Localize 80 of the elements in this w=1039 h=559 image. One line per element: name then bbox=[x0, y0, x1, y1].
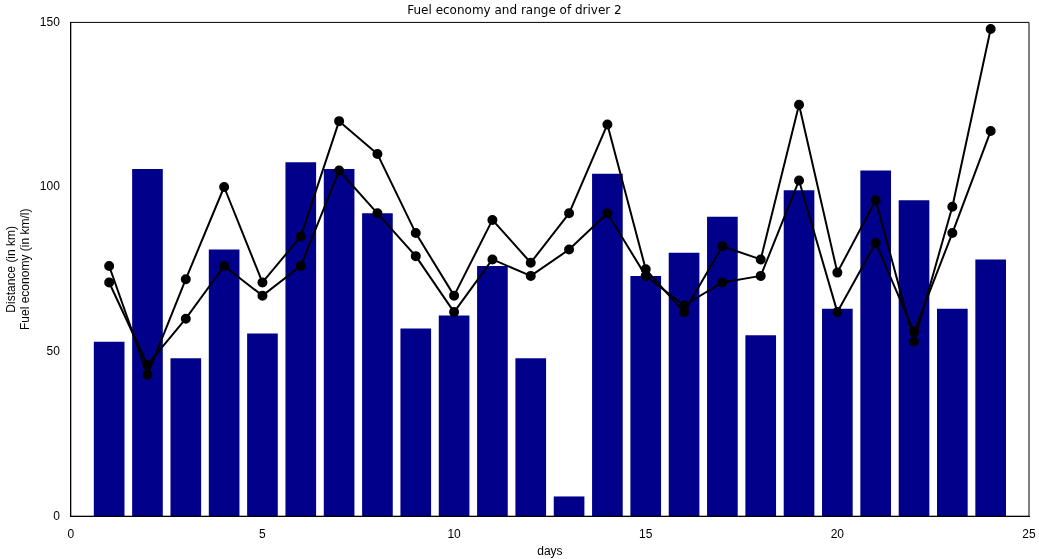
bar bbox=[822, 308, 853, 517]
point bbox=[334, 116, 345, 127]
point bbox=[755, 254, 766, 265]
bar bbox=[707, 216, 738, 517]
bar bbox=[898, 200, 930, 517]
y-tick-label: 100 bbox=[39, 179, 61, 194]
bar bbox=[745, 335, 777, 517]
bar bbox=[323, 168, 355, 517]
point bbox=[180, 274, 191, 285]
x-tick-label: 25 bbox=[1022, 526, 1036, 541]
bar bbox=[668, 252, 700, 517]
bar bbox=[247, 333, 278, 517]
point bbox=[487, 214, 498, 225]
bar bbox=[208, 249, 240, 517]
point bbox=[219, 261, 230, 272]
point bbox=[410, 228, 421, 239]
bar bbox=[937, 308, 968, 517]
point bbox=[219, 182, 230, 192]
point bbox=[717, 241, 728, 252]
bar bbox=[783, 190, 815, 517]
bar bbox=[553, 496, 585, 517]
bar bbox=[860, 170, 892, 517]
point bbox=[525, 257, 536, 268]
point bbox=[295, 231, 306, 242]
point bbox=[410, 251, 421, 262]
x-tick-label: 15 bbox=[639, 526, 653, 541]
bar bbox=[515, 358, 547, 517]
point bbox=[679, 307, 690, 318]
point bbox=[142, 369, 153, 380]
x-axis-title: days bbox=[537, 544, 563, 559]
point bbox=[295, 261, 306, 272]
point bbox=[104, 261, 115, 272]
point bbox=[372, 149, 383, 160]
bar bbox=[630, 275, 662, 517]
x-tick-label: 20 bbox=[830, 526, 845, 541]
point bbox=[180, 313, 191, 324]
point bbox=[832, 307, 843, 318]
x-tick-label: 0 bbox=[67, 526, 75, 541]
bar bbox=[362, 213, 393, 517]
y-tick-label: 150 bbox=[39, 14, 61, 29]
point bbox=[717, 277, 728, 288]
point bbox=[334, 165, 345, 176]
bar bbox=[975, 259, 1006, 517]
point bbox=[372, 208, 383, 219]
point bbox=[755, 270, 766, 281]
bar bbox=[285, 162, 317, 517]
point bbox=[794, 99, 805, 110]
point bbox=[909, 336, 920, 347]
point bbox=[947, 201, 958, 212]
bar bbox=[477, 266, 508, 517]
bar bbox=[93, 341, 125, 517]
point bbox=[870, 237, 881, 248]
chart-title: Fuel economy and range of driver 2 bbox=[407, 3, 622, 18]
point bbox=[602, 119, 613, 130]
y-tick-label: 0 bbox=[53, 508, 61, 523]
point bbox=[449, 290, 460, 301]
bar bbox=[438, 315, 470, 517]
bar bbox=[400, 328, 432, 517]
point bbox=[487, 254, 498, 265]
point bbox=[257, 277, 268, 288]
point bbox=[870, 195, 881, 206]
x-tick-label: 10 bbox=[447, 526, 462, 541]
y-tick-label: 50 bbox=[46, 343, 61, 358]
bar bbox=[592, 173, 623, 517]
x-tick-label: 5 bbox=[259, 526, 267, 541]
point bbox=[564, 244, 575, 255]
bar bbox=[170, 358, 202, 517]
point bbox=[104, 277, 115, 288]
y-axis-title: Distance (in km) Fuel economy (in km/l) bbox=[3, 208, 32, 330]
point bbox=[794, 175, 805, 186]
point bbox=[449, 307, 460, 318]
point bbox=[947, 228, 958, 239]
point bbox=[257, 290, 268, 301]
point bbox=[985, 23, 996, 34]
point bbox=[832, 267, 843, 278]
bar bbox=[132, 168, 163, 517]
point bbox=[525, 270, 536, 281]
point bbox=[985, 126, 996, 137]
point bbox=[602, 208, 613, 219]
point bbox=[564, 208, 575, 219]
